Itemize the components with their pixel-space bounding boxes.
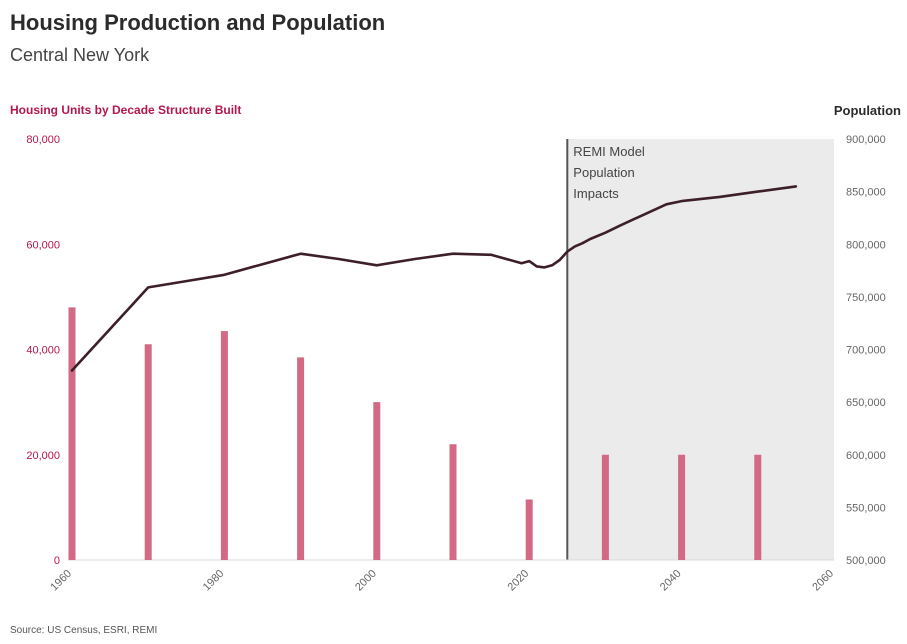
right-axis-tick-label: 850,000: [846, 187, 886, 199]
housing-bar: [678, 454, 686, 560]
projection-label-line: REMI Model: [573, 144, 645, 159]
right-axis-title: Population: [833, 103, 901, 118]
housing-bar: [68, 307, 76, 560]
housing-bar: [449, 444, 457, 560]
right-axis-tick-label: 800,000: [846, 239, 886, 251]
housing-bar: [373, 402, 381, 560]
x-axis-tick-label: 1980: [201, 568, 227, 594]
right-axis-tick-label: 500,000: [846, 555, 886, 567]
x-axis-tick-label: 2000: [353, 568, 379, 594]
housing-bar: [601, 454, 609, 560]
left-axis-tick-label: 0: [54, 555, 60, 567]
left-axis-tick-label: 80,000: [26, 134, 60, 146]
projection-label-line: Impacts: [573, 186, 619, 201]
housing-bar: [525, 499, 533, 560]
projection-shaded-region: [567, 139, 834, 560]
left-axis-title: Housing Units by Decade Structure Built: [10, 103, 242, 117]
projection-label-line: Population: [573, 165, 634, 180]
housing-bar: [754, 454, 762, 560]
left-axis-tick-label: 20,000: [26, 450, 60, 462]
x-axis-tick-label: 2040: [658, 568, 684, 594]
chart-title: Housing Production and Population: [10, 10, 386, 35]
right-axis-tick-label: 650,000: [846, 397, 886, 409]
housing-bar: [297, 357, 305, 560]
source-note: Source: US Census, ESRI, REMI: [10, 625, 158, 636]
housing-bar: [144, 344, 152, 560]
x-axis-tick-label: 2020: [506, 568, 532, 594]
population-line: [70, 185, 798, 372]
right-axis-tick-label: 600,000: [846, 450, 886, 462]
chart-subtitle: Central New York: [10, 45, 150, 65]
right-axis-tick-label: 550,000: [846, 502, 886, 514]
x-axis-tick-label: 2060: [810, 568, 836, 594]
right-axis-tick-label: 750,000: [846, 292, 886, 304]
right-axis-tick-label: 700,000: [846, 345, 886, 357]
right-axis-tick-label: 900,000: [846, 134, 886, 146]
left-axis-tick-label: 40,000: [26, 345, 60, 357]
left-axis-tick-label: 60,000: [26, 239, 60, 251]
housing-bar: [220, 331, 228, 560]
x-axis-tick-label: 1960: [48, 568, 74, 594]
